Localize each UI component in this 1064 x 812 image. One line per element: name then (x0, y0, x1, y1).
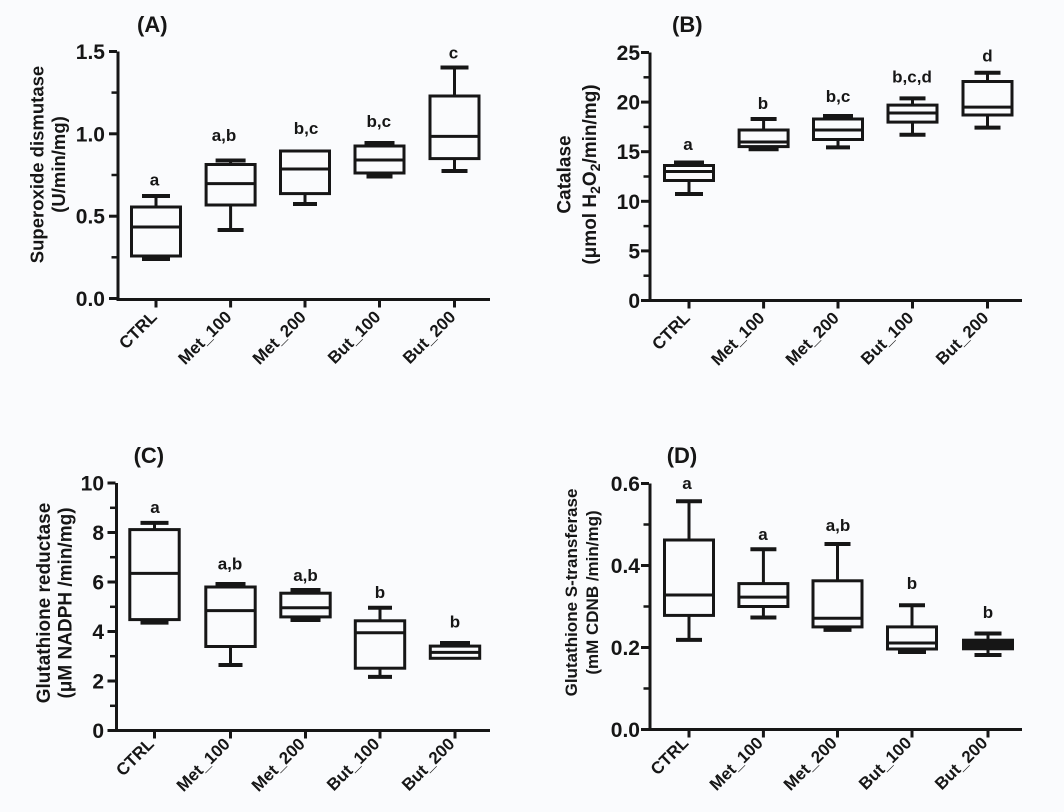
svg-text:(μM NADPH /min/mg): (μM NADPH /min/mg) (56, 507, 77, 698)
svg-text:0: 0 (92, 720, 104, 743)
svg-text:a,b: a,b (293, 566, 318, 585)
svg-text:0: 0 (628, 290, 640, 313)
svg-text:But_100: But_100 (324, 307, 384, 367)
svg-text:(D): (D) (667, 443, 698, 468)
svg-text:a: a (683, 135, 693, 154)
svg-text:5: 5 (628, 240, 640, 263)
svg-text:b,c,d: b,c,d (892, 68, 932, 87)
svg-text:15: 15 (617, 141, 641, 164)
svg-text:6: 6 (92, 572, 104, 595)
svg-text:(U/min/mg): (U/min/mg) (48, 116, 69, 213)
svg-text:b: b (983, 603, 993, 622)
svg-text:But_200: But_200 (398, 734, 458, 794)
svg-text:1.5: 1.5 (76, 41, 106, 64)
svg-text:Met_100: Met_100 (173, 734, 234, 795)
svg-text:a,b: a,b (826, 516, 851, 535)
svg-text:CTRL: CTRL (647, 733, 692, 778)
svg-text:Met_200: Met_200 (780, 733, 841, 794)
svg-text:But_100: But_100 (857, 308, 917, 368)
svg-text:0.5: 0.5 (76, 206, 106, 229)
svg-text:a,b: a,b (212, 126, 237, 145)
svg-text:Met_100: Met_100 (175, 307, 236, 368)
svg-text:0.4: 0.4 (611, 555, 641, 578)
svg-text:Met_200: Met_200 (248, 734, 309, 795)
svg-text:CTRL: CTRL (648, 308, 693, 353)
svg-text:b: b (907, 574, 917, 593)
svg-text:(μmol H2O2/min/mg): (μmol H2O2/min/mg) (580, 84, 603, 264)
svg-text:(C): (C) (134, 443, 165, 468)
svg-text:d: d (982, 47, 992, 66)
svg-text:But_100: But_100 (855, 733, 915, 793)
svg-text:Glutathione reductase: Glutathione reductase (34, 503, 55, 704)
svg-text:25: 25 (617, 42, 641, 65)
svg-text:Met_200: Met_200 (249, 307, 310, 368)
svg-text:a: a (682, 474, 692, 493)
svg-text:a: a (150, 498, 160, 517)
svg-text:20: 20 (617, 92, 640, 115)
svg-text:0.6: 0.6 (611, 473, 640, 496)
svg-text:(A): (A) (137, 12, 168, 37)
svg-text:CTRL: CTRL (115, 307, 160, 352)
svg-text:a,b: a,b (218, 555, 243, 574)
svg-text:Met_200: Met_200 (782, 308, 843, 369)
svg-text:b: b (375, 583, 385, 602)
svg-text:10: 10 (81, 473, 104, 496)
svg-text:8: 8 (92, 522, 104, 545)
svg-text:Glutathione S-transferase: Glutathione S-transferase (562, 489, 581, 697)
svg-text:But_200: But_200 (399, 307, 459, 367)
svg-text:Met_100: Met_100 (706, 733, 767, 794)
svg-text:0.2: 0.2 (611, 637, 640, 660)
svg-text:But_200: But_200 (932, 308, 992, 368)
svg-text:b,c: b,c (826, 87, 851, 106)
svg-text:c: c (449, 44, 458, 63)
svg-text:Superoxide dismutase: Superoxide dismutase (27, 66, 48, 263)
svg-text:2: 2 (92, 671, 104, 694)
svg-text:a: a (758, 525, 768, 544)
svg-text:4: 4 (92, 621, 104, 644)
svg-text:Catalase: Catalase (555, 135, 576, 213)
svg-text:But_200: But_200 (931, 733, 991, 793)
svg-text:10: 10 (617, 191, 640, 214)
svg-text:0.0: 0.0 (611, 719, 640, 742)
svg-text:b: b (450, 613, 460, 632)
svg-text:CTRL: CTRL (112, 734, 157, 779)
svg-text:1.0: 1.0 (76, 123, 105, 146)
svg-text:b,c: b,c (367, 112, 392, 131)
svg-text:(mM CDNB /min/mg): (mM CDNB /min/mg) (583, 510, 602, 674)
svg-text:a: a (150, 170, 160, 189)
svg-text:b: b (758, 94, 768, 113)
svg-text:Met_100: Met_100 (708, 308, 769, 369)
svg-text:b,c: b,c (294, 119, 319, 138)
svg-text:(B): (B) (672, 12, 703, 37)
svg-text:0.0: 0.0 (76, 288, 105, 311)
svg-text:But_100: But_100 (323, 734, 383, 794)
